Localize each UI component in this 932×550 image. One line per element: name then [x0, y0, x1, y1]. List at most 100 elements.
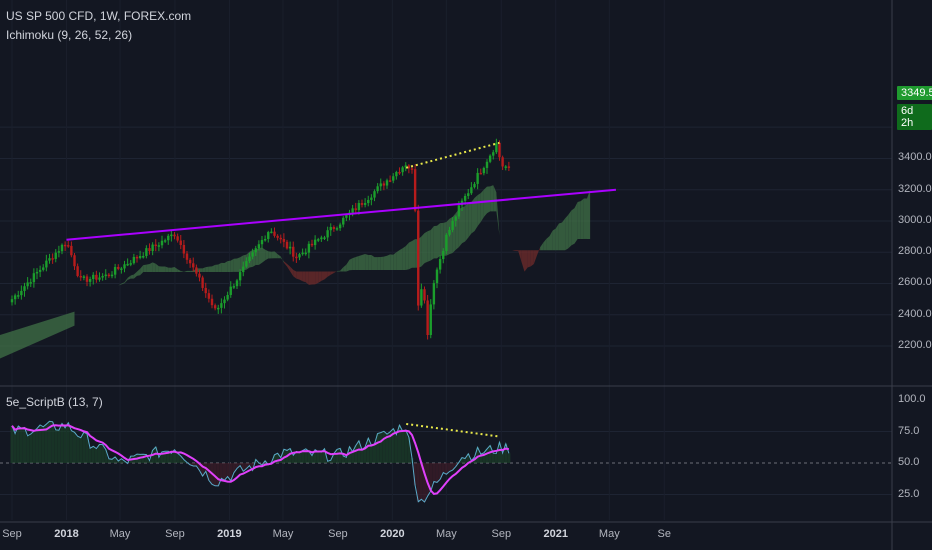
- cloud-segment: [308, 271, 312, 285]
- cloud-segment: [199, 268, 203, 272]
- candle-down: [79, 275, 82, 278]
- candle-up: [473, 183, 476, 188]
- cloud-segment: [137, 268, 141, 276]
- candle-up: [20, 290, 23, 296]
- candle-down: [413, 169, 417, 211]
- cloud-segment: [215, 264, 219, 272]
- candle-up: [432, 283, 436, 305]
- candle-down: [63, 244, 67, 247]
- cloud-segment: [565, 214, 569, 251]
- candle-up: [338, 224, 342, 229]
- candle-up: [504, 166, 507, 168]
- candle-up: [138, 256, 142, 258]
- cloud-segment: [346, 259, 350, 272]
- cloud-segment: [549, 230, 553, 251]
- cloud-segment: [458, 207, 462, 248]
- cloud-segment: [271, 251, 275, 259]
- candle-up: [370, 197, 373, 200]
- cloud-segment: [468, 202, 472, 238]
- price-tick-label: 2200.0: [898, 339, 932, 351]
- cloud-segment: [124, 277, 128, 284]
- candle-up: [379, 183, 382, 187]
- time-tick-label: 2019: [217, 528, 242, 540]
- cloud-segment: [168, 267, 172, 272]
- cloud-segment: [299, 271, 303, 282]
- ichimoku-title: Ichimoku (9, 26, 52, 26): [6, 28, 133, 42]
- cloud-segment: [0, 311, 75, 359]
- candle-up: [342, 217, 345, 225]
- candle-up: [320, 237, 323, 240]
- candle-down: [148, 248, 151, 252]
- candle-down: [176, 236, 179, 241]
- cloud-segment: [343, 264, 347, 272]
- candle-down: [179, 240, 182, 245]
- cloud-segment: [155, 263, 159, 272]
- candle-up: [329, 227, 332, 231]
- candle-down: [398, 171, 401, 174]
- candle-up: [104, 274, 107, 277]
- trendline: [66, 188, 617, 241]
- cloud-segment: [533, 250, 537, 265]
- time-tick-label: May: [435, 528, 457, 540]
- cloud-segment: [327, 271, 331, 277]
- candle-down: [85, 276, 89, 282]
- cloud-segment: [580, 198, 584, 239]
- candle-up: [357, 203, 361, 211]
- cloud-segment: [496, 192, 500, 236]
- cloud-segment: [493, 185, 497, 212]
- candle-down: [479, 172, 482, 175]
- cloud-segment: [280, 256, 284, 263]
- cloud-segment: [399, 248, 403, 270]
- oscillator-tick-label: 50.0: [898, 456, 920, 468]
- cloud-segment: [283, 261, 287, 267]
- candle-down: [204, 287, 207, 294]
- time-tick-label: 2018: [54, 528, 79, 540]
- candle-down: [273, 231, 276, 236]
- candle-down: [198, 273, 201, 278]
- candle-up: [226, 294, 229, 300]
- candle-up: [54, 252, 57, 259]
- candle-up: [445, 234, 448, 251]
- candle-up: [448, 229, 451, 235]
- candle-down: [201, 277, 204, 288]
- cloud-segment: [527, 250, 531, 268]
- cloud-segment: [352, 257, 356, 270]
- candle-up: [420, 289, 423, 306]
- candle-up: [438, 259, 442, 270]
- candle-up: [313, 239, 317, 246]
- cloud-segment: [574, 202, 578, 244]
- cloud-segment: [546, 236, 550, 251]
- cloud-segment: [555, 223, 559, 251]
- candle-up: [451, 220, 454, 230]
- signal-line: [11, 424, 510, 495]
- candle-up: [126, 263, 129, 266]
- cloud-segment: [180, 270, 184, 272]
- candle-down: [498, 142, 501, 158]
- price-tick-label: 3400.0: [898, 151, 932, 164]
- cloud-segment: [393, 252, 397, 270]
- cloud-segment: [230, 258, 234, 272]
- candle-up: [238, 272, 242, 281]
- candle-up: [132, 256, 136, 264]
- candle-up: [145, 248, 148, 257]
- last-price-badge: 3349.5: [897, 86, 932, 100]
- cloud-segment: [408, 241, 412, 270]
- candle-down: [360, 203, 364, 205]
- cloud-segment: [380, 256, 384, 270]
- cloud-segment: [368, 255, 372, 270]
- cloud-segment: [237, 257, 241, 272]
- cloud-segment: [218, 262, 222, 272]
- candle-up: [26, 282, 29, 287]
- candle-up: [304, 252, 307, 255]
- candle-up: [32, 273, 36, 283]
- annotations: [66, 141, 617, 438]
- candle-up: [257, 244, 261, 249]
- oscillator-tick-label: 100.0: [898, 393, 926, 405]
- candle-up: [142, 256, 145, 258]
- candle-up: [454, 216, 457, 221]
- candle-up: [351, 208, 354, 213]
- candle-up: [248, 256, 251, 262]
- candle-up: [270, 231, 273, 234]
- cloud-segment: [471, 198, 475, 234]
